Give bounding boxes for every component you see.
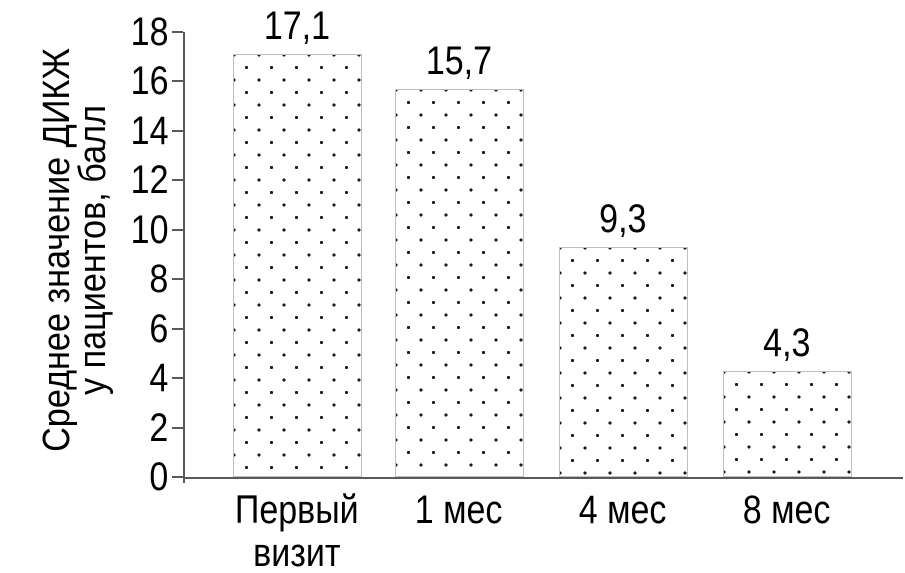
y-axis-line bbox=[183, 32, 185, 483]
y-axis-tick-label: 0 bbox=[149, 455, 168, 499]
x-axis-category-label: 1 мес bbox=[415, 488, 503, 532]
y-axis-tick bbox=[172, 327, 183, 330]
y-axis-tick-label: 6 bbox=[149, 306, 168, 351]
bar bbox=[232, 54, 362, 477]
y-axis-tick bbox=[172, 278, 183, 281]
y-axis-tick bbox=[172, 129, 183, 132]
y-axis-tick bbox=[172, 31, 183, 33]
y-axis-tick-label: 16 bbox=[130, 59, 168, 104]
y-axis-tick-label: 18 bbox=[130, 10, 168, 54]
y-axis-tick bbox=[172, 426, 183, 429]
bar-value-label: 17,1 bbox=[263, 4, 331, 49]
x-axis-category-label: 8 мес bbox=[743, 488, 831, 532]
x-axis-category-label: Первый визит bbox=[235, 488, 359, 573]
y-axis-tick bbox=[172, 228, 183, 231]
y-axis-tick bbox=[172, 476, 183, 478]
y-axis-tick-label: 12 bbox=[130, 158, 168, 203]
y-axis-tick-label: 8 bbox=[149, 257, 168, 302]
bar bbox=[394, 88, 524, 477]
y-axis-tick-label: 4 bbox=[149, 356, 168, 401]
y-axis-tick-label: 10 bbox=[130, 207, 168, 252]
x-axis-line bbox=[183, 477, 903, 479]
x-axis-category-label: 4 мес bbox=[579, 488, 667, 532]
y-axis-tick bbox=[172, 377, 183, 380]
bar-value-label: 9,3 bbox=[599, 197, 647, 242]
y-axis-tick-label: 2 bbox=[149, 405, 168, 450]
bar bbox=[722, 370, 852, 477]
bar-value-label: 15,7 bbox=[425, 38, 493, 83]
y-axis-tick-label: 14 bbox=[130, 108, 168, 153]
y-axis-tick bbox=[172, 179, 183, 182]
bar-value-label: 4,3 bbox=[763, 320, 811, 365]
bar bbox=[558, 247, 688, 477]
y-axis-tick bbox=[172, 80, 183, 83]
